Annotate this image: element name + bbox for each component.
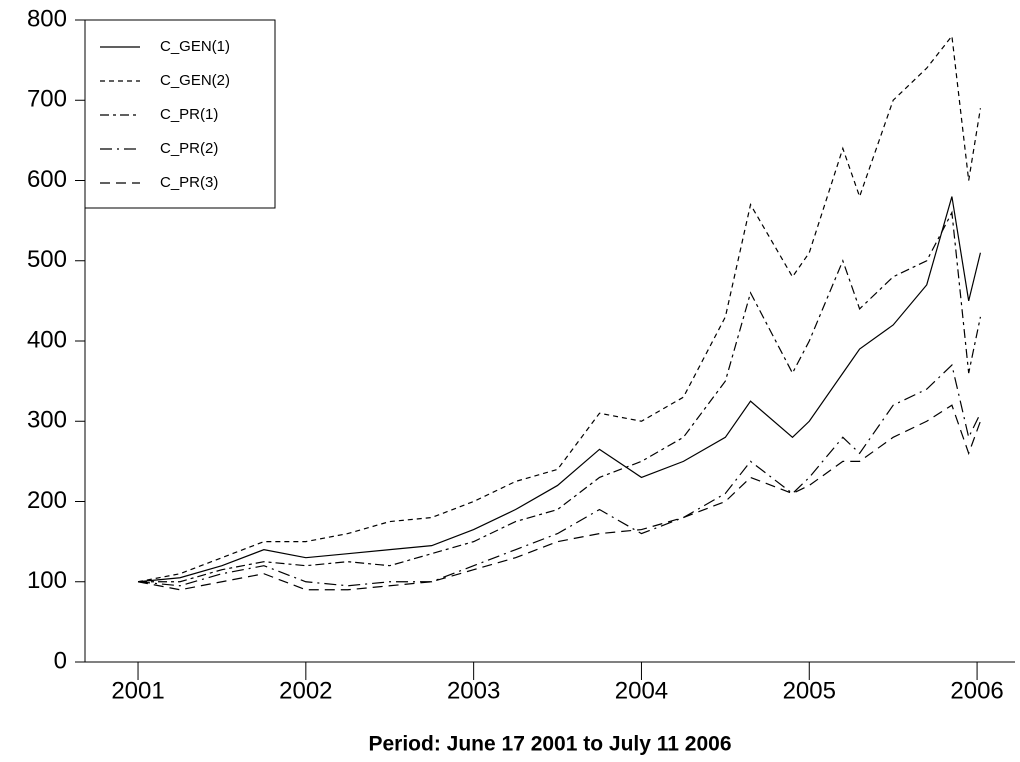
line-series <box>137 363 981 587</box>
legend-label: C_GEN(1) <box>160 38 230 55</box>
y-tick-label: 200 <box>27 487 67 514</box>
line-series <box>137 404 981 591</box>
y-tick-label: 800 <box>27 5 67 32</box>
legend-label: C_PR(1) <box>160 106 218 123</box>
y-tick-label: 0 <box>54 647 67 674</box>
legend-box <box>84 19 276 209</box>
legend-label: C_PR(3) <box>160 174 218 191</box>
legend-label: C_GEN(2) <box>160 72 230 89</box>
y-tick-label: 400 <box>27 326 67 353</box>
legend-label: C_PR(2) <box>160 140 218 157</box>
y-tick-label: 600 <box>27 166 67 193</box>
x-axis-label: Period: June 17 2001 to July 11 2006 <box>368 733 731 756</box>
x-tick-label: 2006 <box>950 677 1003 704</box>
x-tick-label: 2003 <box>447 677 500 704</box>
line-series <box>137 34 982 583</box>
y-tick-label: 700 <box>27 86 67 113</box>
x-tick-label: 2004 <box>615 677 668 704</box>
y-tick-label: 500 <box>27 246 67 273</box>
line-series <box>138 210 982 583</box>
line-series <box>137 196 982 583</box>
y-tick-label: 100 <box>27 567 67 594</box>
x-tick-label: 2001 <box>111 677 164 704</box>
y-tick-label: 300 <box>27 407 67 434</box>
x-tick-label: 2002 <box>279 677 332 704</box>
x-tick-label: 2005 <box>783 677 836 704</box>
